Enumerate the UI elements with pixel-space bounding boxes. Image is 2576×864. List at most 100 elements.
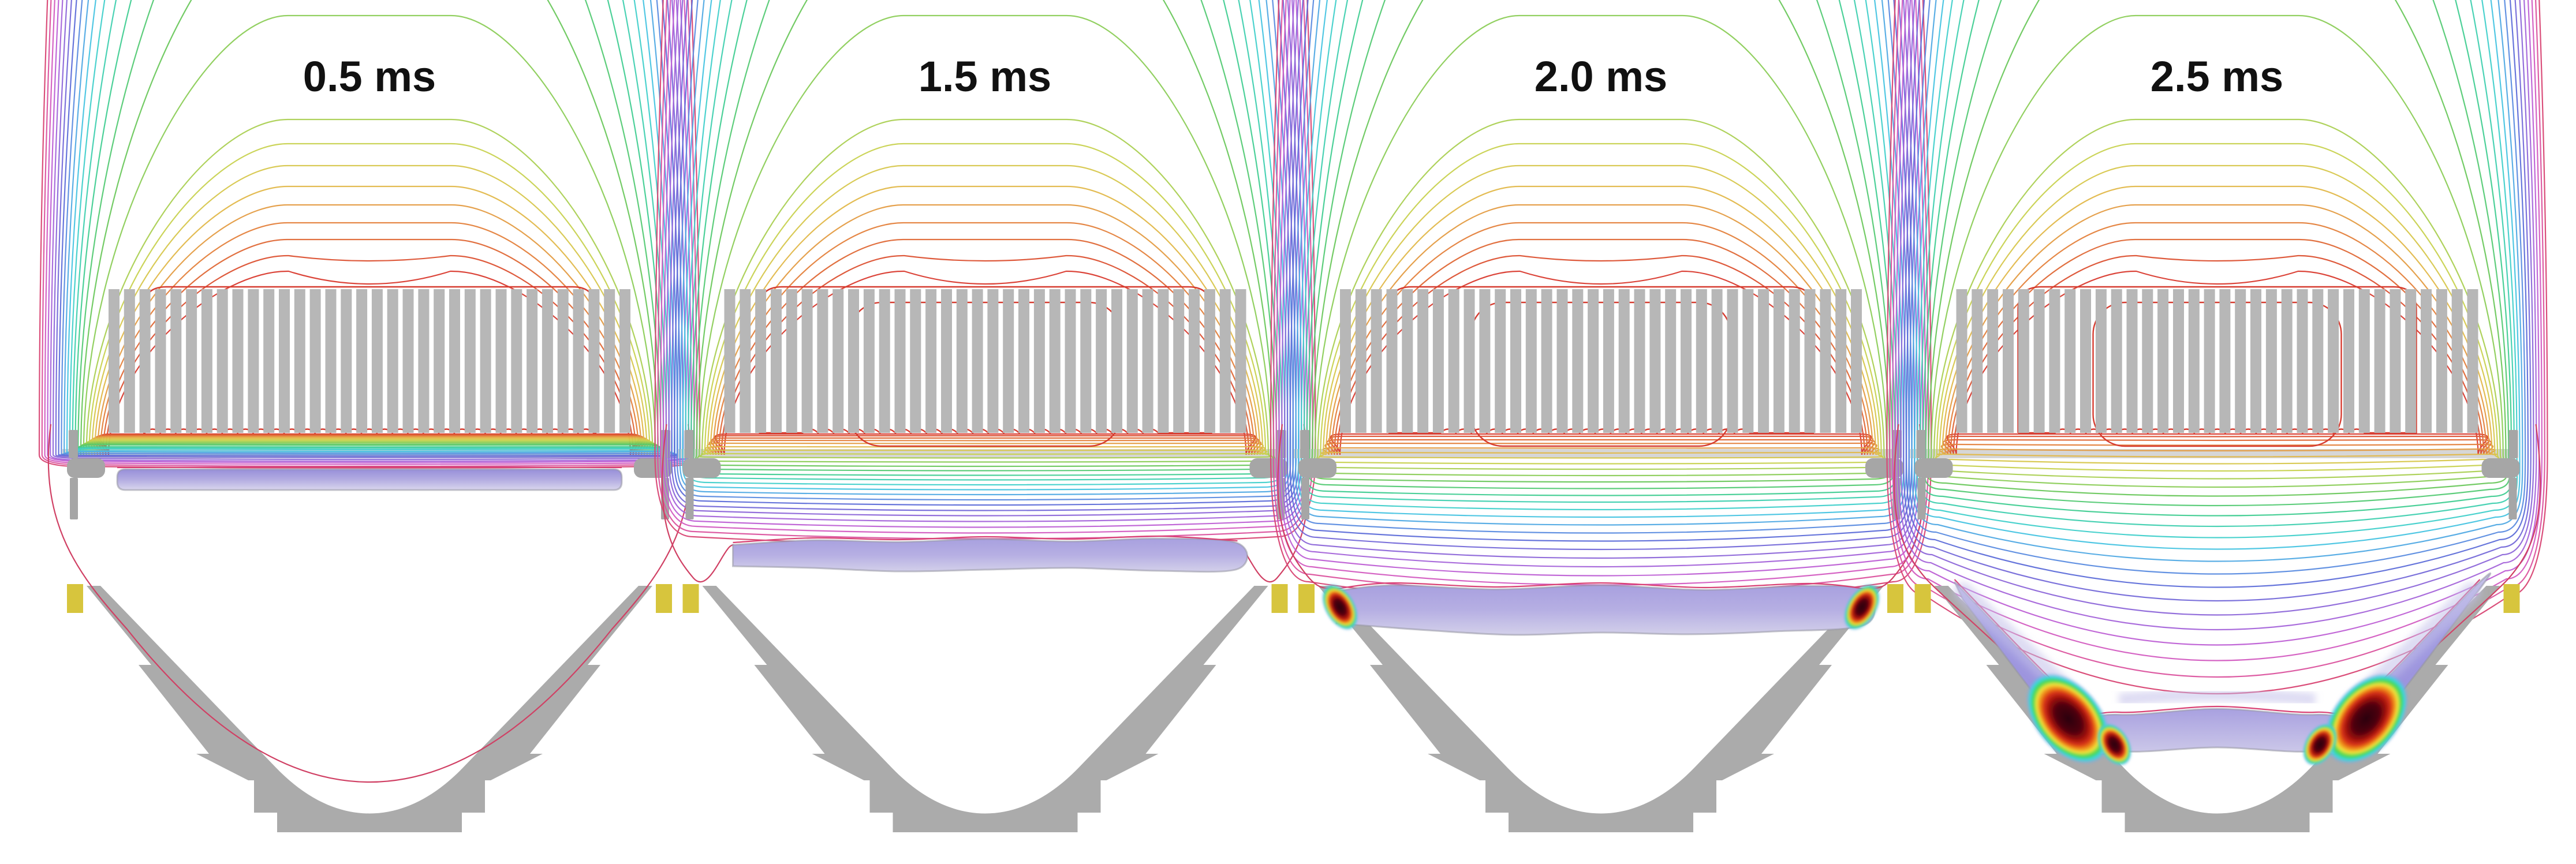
field-contour-line bbox=[1924, 0, 2511, 507]
field-contour-line bbox=[1897, 0, 2537, 630]
holder-nub bbox=[1916, 430, 1926, 458]
coil-turn bbox=[186, 289, 197, 433]
field-line-crimson bbox=[661, 424, 737, 583]
field-contour-line bbox=[1919, 0, 2515, 528]
field-contour-line bbox=[657, 0, 1313, 540]
coil-turn bbox=[2250, 289, 2261, 433]
strain-hotspot bbox=[2097, 723, 2132, 766]
coil-turn bbox=[139, 289, 151, 433]
coil-turn bbox=[1355, 289, 1367, 433]
coil-turn bbox=[124, 289, 135, 433]
field-contour-line bbox=[1908, 0, 2526, 575]
die bbox=[1318, 586, 1884, 832]
coil-turn bbox=[325, 289, 337, 433]
field-contour-line bbox=[1305, 0, 1896, 496]
coil-turn bbox=[925, 289, 937, 433]
field-contour-line bbox=[684, 0, 1286, 486]
coil-turn bbox=[279, 289, 290, 433]
clamp-left bbox=[682, 584, 699, 613]
field-line-crimson bbox=[47, 424, 692, 783]
field-contour-line bbox=[1302, 0, 1899, 503]
field-contour-line bbox=[1940, 222, 2494, 455]
coil-turn bbox=[2343, 289, 2354, 433]
outer-field-line bbox=[1893, 424, 2541, 679]
coil-turn bbox=[1126, 289, 1138, 433]
coil-turn bbox=[1681, 289, 1692, 433]
holder-leg bbox=[1301, 478, 1309, 519]
field-contour-line bbox=[679, 0, 1291, 496]
field-contour-line bbox=[671, 0, 1300, 511]
coil-turn bbox=[817, 289, 828, 433]
coil-windings bbox=[1956, 289, 2478, 433]
coil-turn bbox=[1173, 289, 1185, 433]
coil-turn bbox=[263, 289, 275, 433]
coil-turn bbox=[1340, 289, 1351, 433]
field-contour-line bbox=[83, 118, 656, 455]
coil-turn bbox=[1033, 289, 1045, 433]
die bbox=[702, 586, 1268, 832]
coil-turn bbox=[941, 289, 952, 433]
coil-windings bbox=[724, 289, 1246, 433]
coil-turn bbox=[1049, 289, 1061, 433]
coil-turn bbox=[1495, 289, 1506, 433]
field-contour-line bbox=[1286, 0, 1916, 551]
field-contour-line bbox=[64, 0, 675, 455]
coil-turn bbox=[1417, 289, 1429, 433]
field-contour-line bbox=[1316, 143, 1886, 465]
coil-turn bbox=[2467, 289, 2478, 433]
coil-turn bbox=[1588, 289, 1599, 433]
field-contour-line bbox=[659, 0, 1311, 534]
coil-turn bbox=[1956, 289, 1968, 433]
panel-2.5ms bbox=[1886, 0, 2548, 832]
strain-hotspot bbox=[1321, 584, 1358, 631]
coil-turn bbox=[1158, 289, 1169, 433]
clamp-right bbox=[1271, 584, 1288, 613]
strain-hotspots bbox=[2025, 672, 2409, 766]
coil-turn bbox=[619, 289, 630, 433]
field-contour-line bbox=[708, 222, 1262, 455]
coil-turn bbox=[2111, 289, 2122, 433]
coil-turn bbox=[387, 289, 398, 433]
coil-windings bbox=[109, 289, 630, 433]
coil-turn bbox=[2328, 289, 2339, 433]
coil-turn bbox=[1510, 289, 1521, 433]
coil-turn bbox=[1448, 289, 1459, 433]
coil-turn bbox=[987, 289, 999, 433]
holder-bar bbox=[682, 458, 721, 478]
workpiece-plate bbox=[116, 468, 623, 491]
field-contour-lines bbox=[38, 0, 701, 469]
die bbox=[87, 586, 652, 832]
field-contour-line bbox=[1928, 14, 2506, 488]
field-contour-line bbox=[687, 0, 1283, 481]
strain-hotspot bbox=[2025, 672, 2111, 765]
field-contour-line bbox=[1297, 0, 1905, 518]
coil-turn bbox=[1773, 289, 1784, 433]
clamp-right bbox=[1887, 584, 1903, 613]
coil-turn bbox=[371, 289, 383, 433]
field-contour-line bbox=[1926, 0, 2508, 497]
field-contour-line bbox=[662, 0, 1308, 528]
blank-holder-left bbox=[682, 430, 721, 519]
coil-turn bbox=[2064, 289, 2076, 433]
field-contour-line bbox=[55, 0, 684, 458]
field-contour-line bbox=[1916, 0, 2518, 538]
field-contour-line bbox=[712, 255, 1258, 455]
coil-turn bbox=[1065, 289, 1076, 433]
blank-holder-right bbox=[2481, 430, 2520, 519]
coil-turn bbox=[309, 289, 321, 433]
field-contour-line bbox=[1292, 0, 1910, 534]
field-contour-line bbox=[1289, 0, 1913, 542]
coil-turn bbox=[542, 289, 553, 433]
coil-turn bbox=[2188, 289, 2200, 433]
field-contour-line bbox=[1295, 0, 1907, 526]
coil-turn bbox=[848, 289, 859, 433]
field-contour-line bbox=[38, 0, 701, 469]
holder-nub bbox=[69, 430, 78, 458]
coil-turn bbox=[1080, 289, 1092, 433]
coil-turn bbox=[2405, 289, 2417, 433]
workpiece bbox=[1335, 582, 1876, 636]
coil-turn bbox=[2436, 289, 2447, 433]
workpiece-plate bbox=[1335, 584, 1876, 636]
coil-turn bbox=[480, 289, 491, 433]
